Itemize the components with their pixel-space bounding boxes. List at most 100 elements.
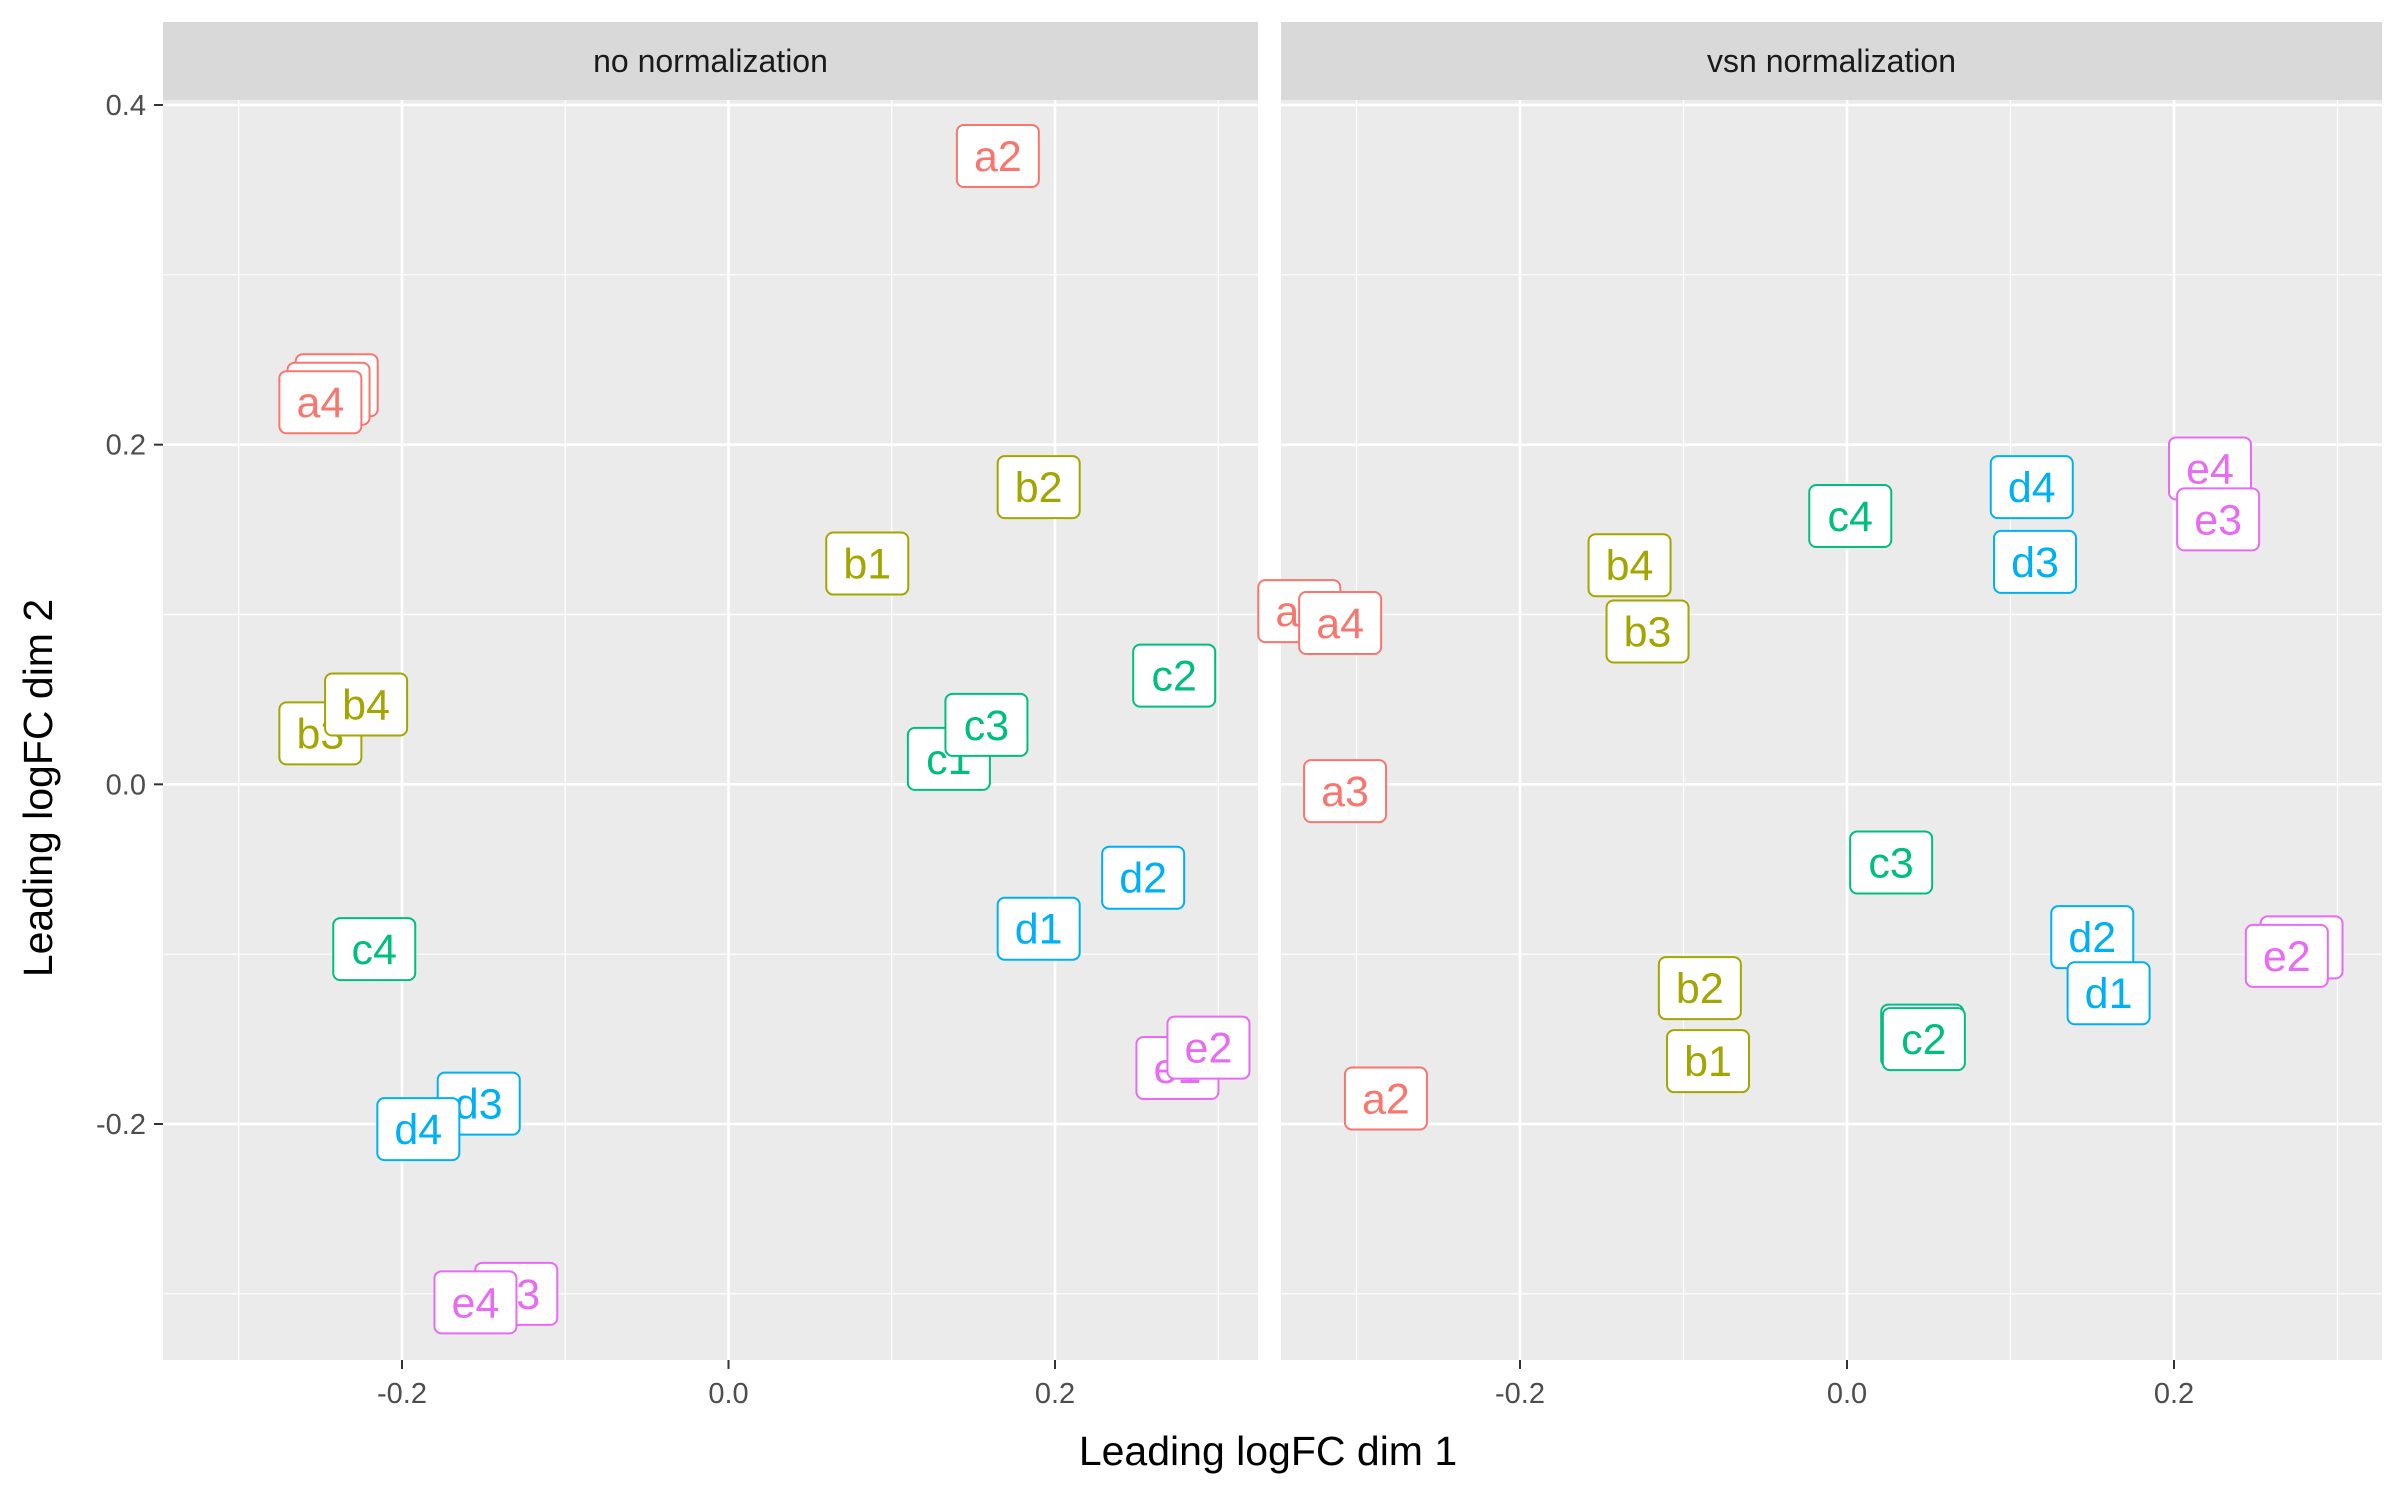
point-labels: a1a4a3a2b4b3b2b1c4c3c1c2d4d3d2d1e4e3e1e2: [1257, 436, 2344, 1131]
point-label-box: [324, 672, 409, 737]
gridlines: [163, 100, 1258, 1360]
x-axis: -0.2 0.0 0.2 -0.2 0.0 0.2: [377, 1360, 2194, 1410]
panel-no-normalization: no normalizationa1a3a4a2b2b1b3b4c2c1c3c4…: [163, 22, 1258, 1360]
point-label-text: b1: [1684, 1038, 1732, 1086]
point-label-e4: e4: [433, 1270, 518, 1335]
facet-strip-title: vsn normalization: [1707, 43, 1956, 79]
point-label-b1: b1: [825, 531, 910, 596]
point-label-text: b2: [1015, 464, 1063, 512]
point-label-box: [332, 917, 417, 982]
point-label-text: b1: [843, 541, 891, 589]
y-tick-label: 0.0: [106, 769, 146, 801]
point-label-box: [2176, 487, 2261, 552]
point-label-text: d2: [1119, 855, 1167, 903]
point-label-a3: a3: [1303, 759, 1388, 824]
point-label-box: [1132, 643, 1217, 708]
point-label-box: [1849, 830, 1934, 895]
point-label-box: [944, 692, 1029, 757]
point-label-text: e4: [452, 1279, 500, 1327]
x-tick-label: -0.2: [377, 1378, 427, 1410]
x-axis-title: Leading logFC dim 1: [1079, 1428, 1457, 1474]
x-tick-label: 0.0: [1827, 1378, 1867, 1410]
point-label-box: [2244, 923, 2329, 988]
point-label-text: d2: [2068, 914, 2116, 962]
point-label-c2: c2: [1881, 1007, 1966, 1072]
point-label-box: [1808, 483, 1893, 548]
facet-strip: [163, 22, 1258, 100]
point-label-d2: d2: [1101, 845, 1186, 910]
point-label-d4: d4: [376, 1097, 461, 1162]
point-label-b3: b3: [1605, 599, 1690, 664]
point-labels: a1a3a4a2b2b1b3b4c2c1c3c4d2d1d3d4e1e2e3e4: [278, 123, 1251, 1335]
x-tick-label: 0.2: [2154, 1378, 2194, 1410]
point-label-text: e3: [2194, 496, 2242, 544]
point-label-box: [1587, 533, 1672, 598]
point-label-b4: b4: [324, 672, 409, 737]
point-label-box: [278, 370, 363, 435]
point-label-box: [1989, 455, 2074, 520]
gridlines: [1281, 100, 2382, 1360]
point-label-box: [1303, 759, 1388, 824]
point-label-box: [825, 531, 910, 596]
point-label-e3: e3: [2176, 487, 2261, 552]
point-label-text: e2: [2263, 933, 2311, 981]
point-label-text: d1: [2085, 970, 2133, 1018]
point-label-d4: d4: [1989, 455, 2074, 520]
point-label-box: [1657, 956, 1742, 1021]
point-label-text: a2: [1362, 1076, 1410, 1124]
point-label-text: d4: [2008, 464, 2056, 512]
point-label-text: b4: [342, 682, 390, 730]
point-label-d2: d2: [2050, 905, 2135, 970]
point-label-a2: a2: [1343, 1066, 1428, 1131]
point-label-a4: a4: [278, 370, 363, 435]
point-label-box: [1666, 1029, 1751, 1094]
point-label-a2: a2: [955, 123, 1040, 188]
point-label-c4: c4: [1808, 483, 1893, 548]
point-label-text: a2: [974, 133, 1022, 181]
facet-strip: [1281, 22, 2382, 100]
point-label-box: [1881, 1007, 1966, 1072]
panel-vsn-normalization: vsn normalizationa1a4a3a2b4b3b2b1c4c3c1c…: [1257, 22, 2382, 1360]
point-label-text: a4: [1316, 600, 1364, 648]
point-label-box: [955, 123, 1040, 188]
point-label-d1: d1: [2066, 961, 2151, 1026]
point-label-b1: b1: [1666, 1029, 1751, 1094]
point-label-text: d1: [1015, 906, 1063, 954]
point-label-text: d4: [394, 1106, 442, 1154]
point-label-d1: d1: [996, 896, 1081, 961]
point-label-text: d3: [2011, 539, 2059, 587]
point-label-e2: e2: [2244, 923, 2329, 988]
x-tick-label: -0.2: [1495, 1378, 1545, 1410]
point-label-box: [1993, 529, 2078, 594]
x-tick-label: 0.2: [1035, 1378, 1075, 1410]
x-tick-label: 0.0: [708, 1378, 748, 1410]
y-tick-label: -0.2: [96, 1109, 146, 1141]
point-label-c2: c2: [1132, 643, 1217, 708]
plot-background: [1281, 100, 2382, 1360]
point-label-text: a3: [1321, 768, 1369, 816]
point-label-text: c4: [1828, 493, 1873, 541]
point-label-e2: e2: [1166, 1015, 1251, 1080]
point-label-text: e2: [1185, 1025, 1233, 1073]
point-label-c3: c3: [1849, 830, 1934, 895]
point-label-text: a4: [296, 379, 344, 427]
point-label-b4: b4: [1587, 533, 1672, 598]
point-label-box: [1605, 599, 1690, 664]
y-axis-title: Leading logFC dim 2: [15, 599, 61, 977]
point-label-box: [1101, 845, 1186, 910]
panels-layer: no normalizationa1a3a4a2b2b1b3b4c2c1c3c4…: [163, 22, 2382, 1360]
point-label-text: b2: [1676, 965, 1724, 1013]
point-label-box: [376, 1097, 461, 1162]
point-label-text: b4: [1606, 542, 1654, 590]
point-label-box: [996, 896, 1081, 961]
point-label-box: [1298, 590, 1383, 655]
point-label-text: c2: [1901, 1016, 1946, 1064]
point-label-c3: c3: [944, 692, 1029, 757]
point-label-text: e4: [2186, 445, 2234, 493]
point-label-box: [1166, 1015, 1251, 1080]
point-label-e4: e4: [2167, 436, 2252, 501]
point-label-text: b3: [1624, 608, 1672, 656]
point-label-c4: c4: [332, 917, 417, 982]
y-tick-label: 0.2: [106, 430, 146, 462]
